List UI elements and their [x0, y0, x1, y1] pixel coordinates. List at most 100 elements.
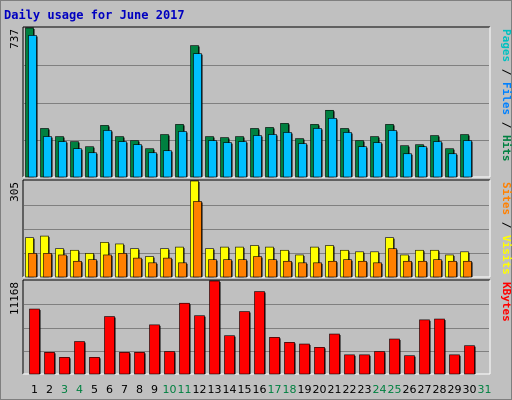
x-tick-label: 18: [283, 383, 297, 396]
legend-entry: Hits: [500, 135, 512, 162]
x-tick-label: 6: [106, 383, 113, 396]
x-tick-label: 20: [313, 383, 327, 396]
bar-files-day-28: [433, 141, 442, 178]
x-tick-label: 19: [298, 383, 312, 396]
bar-sites-day-11: [178, 262, 187, 278]
bar-sites-day-17: [268, 259, 277, 278]
bar-sites-day-27: [418, 260, 427, 278]
bar-files-day-7: [118, 141, 127, 178]
bar-sites-day-22: [343, 259, 352, 278]
x-tick-label: 30: [463, 383, 477, 396]
bar-kbytes-day-25: [389, 338, 400, 375]
x-tick-label: 15: [238, 383, 252, 396]
legend-entry: Pages: [500, 29, 512, 62]
bar-files-day-8: [133, 144, 142, 178]
x-tick-label: 14: [223, 383, 237, 396]
bar-files-day-12: [193, 53, 202, 178]
x-tick-label: 22: [343, 383, 357, 396]
bar-sites-day-19: [298, 262, 307, 278]
bar-files-day-18: [283, 132, 292, 178]
bar-sites-day-30: [463, 260, 472, 278]
bar-files-day-2: [43, 136, 52, 178]
bar-sites-day-9: [148, 262, 157, 278]
bar-sites-day-6: [103, 254, 112, 278]
bar-sites-day-12: [193, 201, 202, 278]
bar-sites-day-7: [118, 253, 127, 278]
bar-kbytes-day-16: [254, 291, 265, 375]
x-tick-label: 5: [91, 383, 98, 396]
bar-kbytes-day-8: [134, 352, 145, 375]
bar-sites-day-5: [88, 259, 97, 278]
bar-kbytes-day-24: [374, 351, 385, 375]
bar-sites-day-20: [313, 262, 322, 278]
bar-sites-day-2: [43, 253, 52, 278]
bar-sites-day-13: [208, 259, 217, 278]
bar-kbytes-day-6: [104, 316, 115, 375]
bar-kbytes-day-28: [434, 318, 445, 375]
bar-files-day-4: [73, 148, 82, 178]
legend-entry: /: [500, 62, 512, 82]
x-tick-label: 4: [76, 383, 83, 396]
bar-files-day-11: [178, 131, 187, 178]
bar-files-day-26: [403, 153, 412, 178]
bar-files-day-10: [163, 150, 172, 178]
bar-files-day-22: [343, 132, 352, 178]
bar-sites-day-3: [58, 254, 67, 278]
bar-kbytes-day-21: [329, 333, 340, 375]
bar-sites-day-29: [448, 260, 457, 278]
bar-sites-day-25: [388, 248, 397, 278]
bar-kbytes-day-9: [149, 324, 160, 375]
bar-sites-day-14: [223, 259, 232, 278]
bar-kbytes-day-17: [269, 337, 280, 375]
bar-files-day-20: [313, 128, 322, 178]
legend-entry: /: [500, 215, 512, 235]
bar-sites-day-26: [403, 260, 412, 278]
y-max-label: 11168: [8, 282, 21, 315]
bar-files-day-5: [88, 152, 97, 178]
bar-kbytes-day-3: [59, 357, 70, 375]
bar-kbytes-day-13: [209, 280, 220, 375]
bar-kbytes-day-12: [194, 315, 205, 375]
bar-kbytes-day-14: [224, 335, 235, 375]
bar-kbytes-day-30: [464, 345, 475, 375]
x-tick-label: 1: [31, 383, 38, 396]
bar-kbytes-day-5: [89, 357, 100, 375]
legend-hits-files: Pages / Files / Hits: [500, 29, 512, 162]
bar-files-day-30: [463, 140, 472, 178]
x-tick-label: 31: [478, 383, 492, 396]
x-tick-label: 29: [448, 383, 462, 396]
bar-kbytes-day-27: [419, 319, 430, 375]
chart-title: Daily usage for June 2017: [4, 8, 185, 22]
bar-kbytes-day-15: [239, 311, 250, 375]
bar-files-day-16: [253, 135, 262, 178]
bar-sites-day-4: [73, 260, 82, 278]
bar-kbytes-day-4: [74, 341, 85, 375]
x-tick-label: 16: [253, 383, 267, 396]
bar-kbytes-day-20: [314, 347, 325, 375]
bar-files-day-3: [58, 141, 67, 178]
x-tick-label: 8: [136, 383, 143, 396]
bar-files-day-27: [418, 146, 427, 178]
legend-entry: Files: [500, 82, 512, 115]
x-tick-label: 25: [388, 383, 402, 396]
bar-kbytes-day-26: [404, 355, 415, 375]
legend-visits-sites: Sites / Visits: [500, 182, 512, 275]
bar-files-day-25: [388, 130, 397, 178]
x-tick-label: 17: [268, 383, 282, 396]
bar-files-day-9: [148, 152, 157, 178]
bar-sites-day-8: [133, 257, 142, 278]
x-tick-label: 9: [151, 383, 158, 396]
bar-files-day-15: [238, 141, 247, 178]
bar-files-day-23: [358, 146, 367, 178]
bar-kbytes-day-1: [29, 308, 40, 375]
bar-kbytes-day-11: [179, 302, 190, 375]
bar-kbytes-day-10: [164, 351, 175, 375]
bar-files-day-14: [223, 142, 232, 178]
x-tick-label: 10: [163, 383, 177, 396]
bar-files-day-13: [208, 140, 217, 178]
x-tick-label: 12: [193, 383, 207, 396]
bar-sites-day-21: [328, 260, 337, 278]
y-max-label: 305: [8, 182, 21, 202]
bar-sites-day-15: [238, 259, 247, 278]
